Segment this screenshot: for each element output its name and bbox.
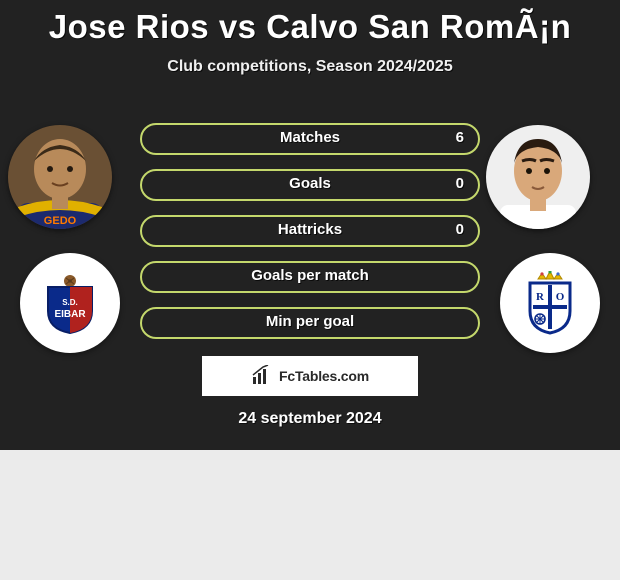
player-left-avatar: GEDO [8, 125, 112, 229]
svg-text:GEDO: GEDO [44, 215, 77, 227]
player-right-avatar [486, 125, 590, 229]
stat-value-right: 6 [456, 129, 464, 146]
stat-label: Min per goal [142, 313, 478, 330]
stat-pill: Min per goal [140, 307, 480, 339]
fctables-text: FcTables.com [279, 368, 369, 384]
svg-text:EIBAR: EIBAR [54, 309, 86, 320]
stat-pill: Hattricks 0 [140, 215, 480, 247]
club-left-badge: S.D. EIBAR [20, 253, 120, 353]
stat-label: Goals per match [142, 267, 478, 284]
page-title: Jose Rios vs Calvo San RomÃ¡n [0, 0, 620, 46]
club-left-badge-svg: S.D. EIBAR [38, 271, 102, 335]
stat-label: Goals [142, 175, 478, 192]
stat-pill: Goals 0 [140, 169, 480, 201]
fctables-watermark: FcTables.com [202, 356, 418, 396]
club-right-badge-svg: R O [518, 271, 582, 335]
stat-value-right: 0 [456, 175, 464, 192]
player-left-avatar-svg: GEDO [8, 125, 112, 229]
player-right-avatar-svg [486, 125, 590, 229]
stat-pill: Goals per match [140, 261, 480, 293]
bar-chart-icon [251, 365, 273, 387]
page-subtitle: Club competitions, Season 2024/2025 [0, 58, 620, 76]
comparison-card: Jose Rios vs Calvo San RomÃ¡n Club compe… [0, 0, 620, 450]
stat-label: Matches [142, 129, 478, 146]
svg-text:S.D.: S.D. [62, 298, 78, 307]
stat-label: Hattricks [142, 221, 478, 238]
svg-text:R: R [536, 291, 545, 303]
club-right-badge: R O [500, 253, 600, 353]
stat-value-right: 0 [456, 221, 464, 238]
svg-text:O: O [556, 291, 565, 303]
date-line: 24 september 2024 [0, 410, 620, 428]
stat-pill-stack: Matches 6 Goals 0 Hattricks 0 Goals per … [140, 123, 480, 339]
stat-pill: Matches 6 [140, 123, 480, 155]
